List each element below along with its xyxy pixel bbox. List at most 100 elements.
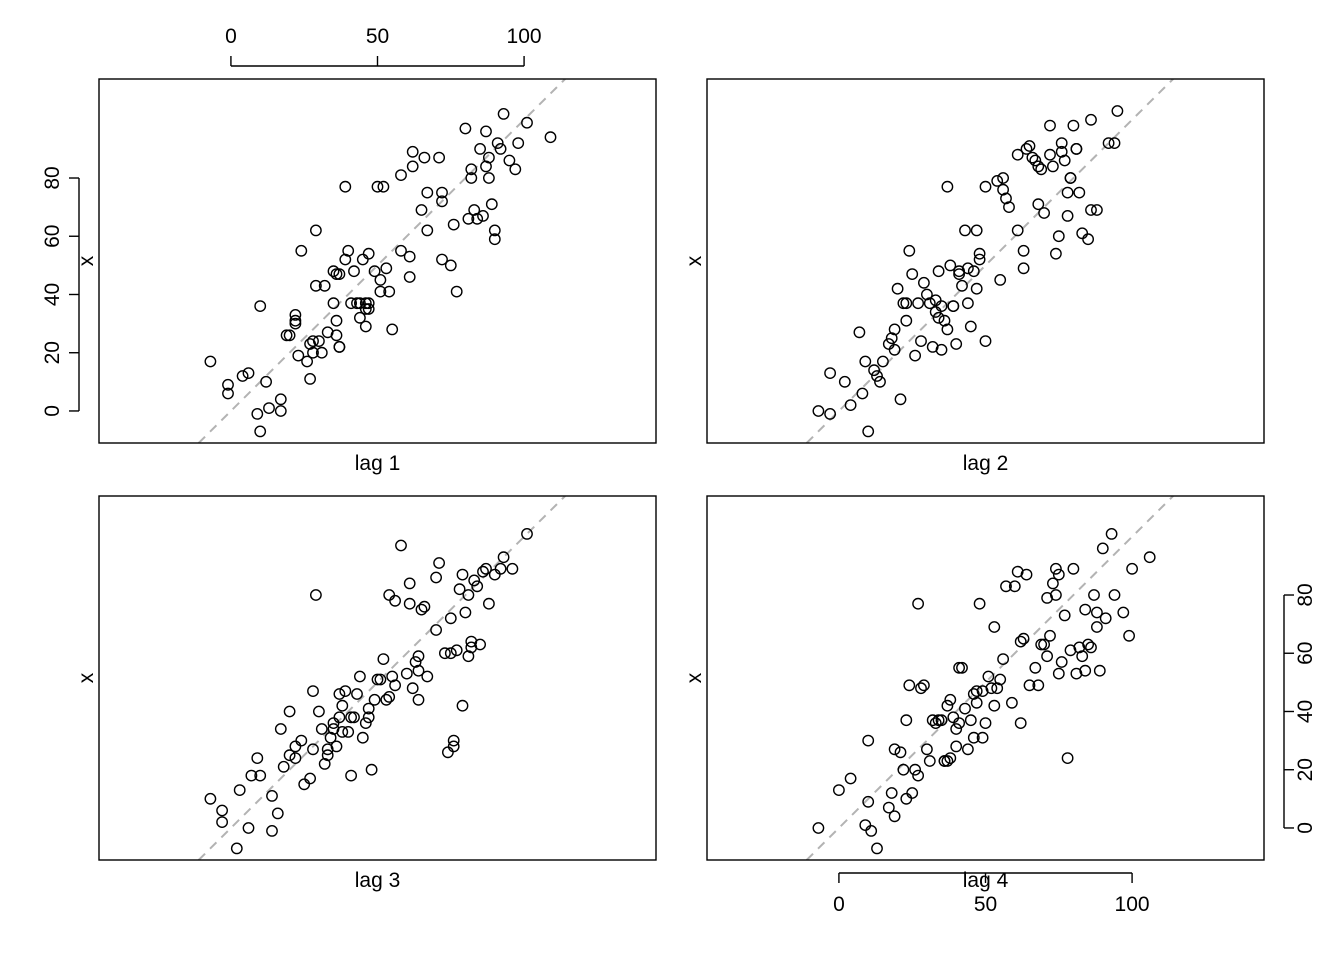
data-point <box>882 801 895 814</box>
data-point <box>859 355 872 368</box>
data-point <box>362 297 375 310</box>
data-point <box>1014 717 1027 729</box>
data-point <box>877 355 889 368</box>
data-point <box>988 621 1001 633</box>
data-point <box>433 151 445 164</box>
reference-line <box>197 79 566 443</box>
data-point <box>254 769 267 782</box>
data-point <box>333 711 346 724</box>
y-tick-label: 40 <box>1294 700 1317 723</box>
data-point <box>482 151 495 164</box>
data-point <box>853 326 866 339</box>
data-point <box>862 734 875 747</box>
data-point <box>956 279 968 292</box>
points <box>204 108 557 438</box>
data-point <box>1035 638 1048 651</box>
data-point <box>912 297 924 310</box>
data-point <box>254 300 267 312</box>
data-point <box>307 335 319 347</box>
data-point <box>348 265 360 278</box>
data-point <box>962 262 974 275</box>
data-point <box>918 276 930 289</box>
data-point <box>1055 137 1068 150</box>
data-point <box>266 790 278 802</box>
data-point <box>274 393 287 406</box>
data-point <box>356 253 369 266</box>
data-point <box>497 108 510 120</box>
data-point <box>345 769 357 782</box>
data-point <box>1020 142 1033 155</box>
data-point <box>271 807 284 820</box>
data-point <box>967 731 980 744</box>
data-point <box>521 116 533 129</box>
data-point <box>222 387 234 400</box>
data-point <box>812 405 825 417</box>
data-point <box>894 393 907 406</box>
data-point <box>888 743 901 756</box>
data-point <box>1082 233 1095 246</box>
data-point <box>380 693 393 706</box>
data-point <box>274 405 287 417</box>
data-point <box>389 594 401 607</box>
data-point <box>1076 650 1089 663</box>
data-point <box>1067 562 1080 575</box>
y-tick-label: 0 <box>1294 822 1317 834</box>
data-point <box>412 650 425 663</box>
data-point <box>304 372 316 385</box>
data-point <box>844 772 857 785</box>
data-point <box>938 755 951 767</box>
data-point <box>415 603 428 616</box>
data-point <box>1032 160 1045 173</box>
data-point <box>216 816 229 828</box>
data-point <box>216 804 229 817</box>
data-point <box>941 699 954 712</box>
data-point <box>900 297 913 310</box>
data-point <box>327 297 340 310</box>
data-point <box>932 311 945 324</box>
data-point <box>450 644 463 657</box>
data-point <box>918 679 930 692</box>
data-point <box>909 763 921 776</box>
data-point <box>862 425 875 438</box>
x-tick-label: 0 <box>225 25 237 48</box>
data-point <box>348 711 360 724</box>
data-point <box>289 752 302 764</box>
panel-lag-1: lag 1 x 0 20 40 60 80 0 50 100 <box>41 25 657 475</box>
data-point <box>897 297 910 310</box>
data-point <box>222 378 234 391</box>
data-point <box>1126 562 1139 575</box>
data-point <box>962 297 974 310</box>
data-point <box>447 218 460 231</box>
data-point <box>283 329 296 342</box>
data-point <box>342 726 355 738</box>
data-point <box>1029 661 1042 674</box>
data-point <box>1091 621 1103 633</box>
data-point <box>1079 603 1092 616</box>
plot-frame <box>706 495 1265 861</box>
data-point <box>512 137 525 150</box>
data-point <box>888 810 901 823</box>
data-point <box>307 346 319 359</box>
data-point <box>1017 262 1030 275</box>
data-point <box>444 647 457 660</box>
data-point <box>909 349 921 362</box>
data-point <box>932 714 945 727</box>
data-point <box>1088 589 1100 601</box>
y-tick-label: 80 <box>1294 583 1317 606</box>
data-point <box>444 259 457 272</box>
data-point <box>383 285 396 298</box>
data-point <box>838 375 851 388</box>
x-axis-label: lag 1 <box>355 452 401 475</box>
data-point <box>1108 137 1121 150</box>
data-point <box>295 734 308 747</box>
data-point <box>336 726 349 738</box>
data-point <box>1058 154 1071 167</box>
data-point <box>309 589 322 601</box>
data-point <box>953 268 965 280</box>
data-point <box>377 180 390 193</box>
data-point <box>973 597 986 610</box>
data-point <box>447 740 460 753</box>
data-point <box>400 667 413 680</box>
data-point <box>403 250 416 263</box>
y-axis-label: x <box>75 672 98 683</box>
